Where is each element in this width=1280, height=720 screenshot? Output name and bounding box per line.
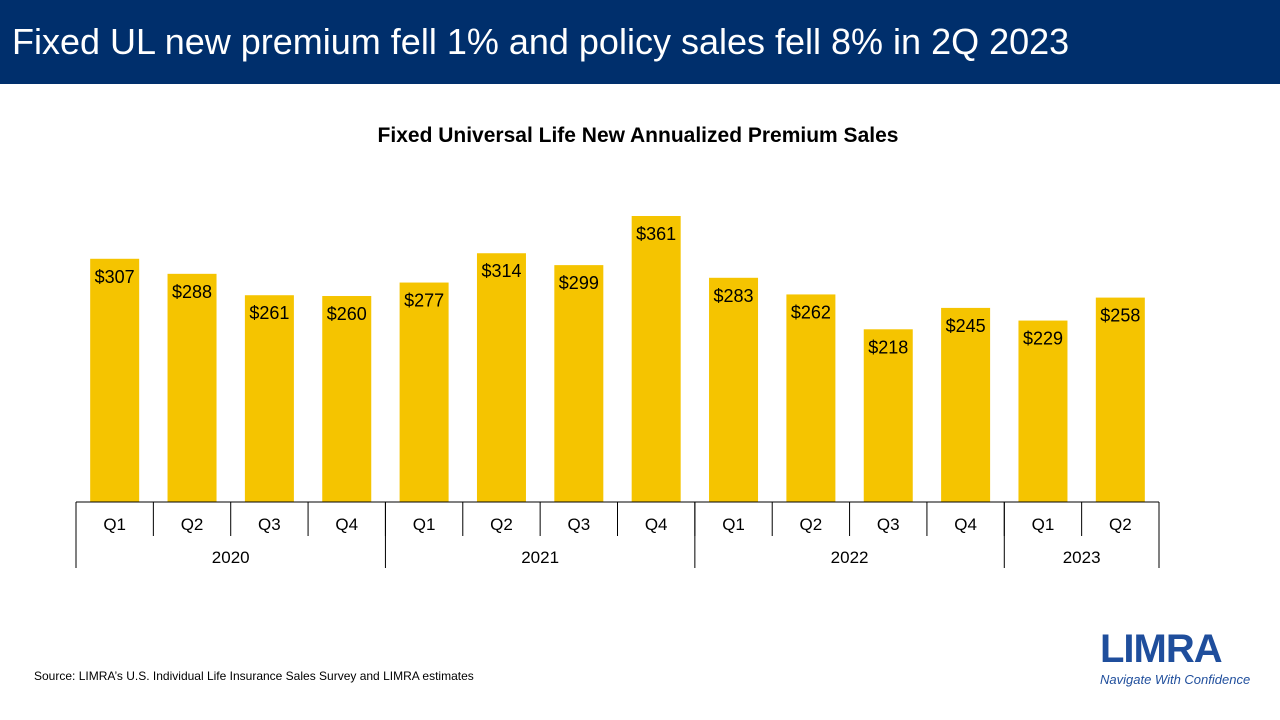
- bar: [244, 295, 294, 502]
- data-label: $258: [1100, 306, 1140, 326]
- bar: [631, 216, 681, 502]
- quarter-tick-label: Q2: [490, 515, 513, 534]
- quarter-tick-label: Q3: [567, 515, 590, 534]
- data-label: $361: [636, 224, 676, 244]
- quarter-tick-label: Q1: [413, 515, 436, 534]
- data-label: $245: [946, 316, 986, 336]
- bar: [709, 277, 759, 502]
- data-label: $288: [172, 282, 212, 302]
- quarter-tick-label: Q2: [181, 515, 204, 534]
- quarter-tick-label: Q4: [645, 515, 668, 534]
- bar: [90, 258, 140, 502]
- data-label: $229: [1023, 329, 1063, 349]
- bar: [167, 273, 217, 502]
- data-label: $314: [481, 261, 521, 281]
- quarter-tick-label: Q3: [258, 515, 281, 534]
- bar: [1018, 320, 1068, 502]
- bar: [863, 329, 913, 502]
- limra-logo: LIMRA Navigate With Confidence: [1096, 627, 1250, 690]
- source-note: Source: LIMRA’s U.S. Individual Life Ins…: [34, 669, 474, 683]
- bar: [399, 282, 449, 502]
- year-label: 2022: [831, 548, 869, 567]
- quarter-tick-label: Q1: [103, 515, 126, 534]
- data-label: $262: [791, 302, 831, 322]
- logo-tagline: Navigate With Confidence: [1100, 672, 1251, 687]
- data-label: $299: [559, 273, 599, 293]
- year-label: 2023: [1063, 548, 1101, 567]
- year-label: 2020: [212, 548, 250, 567]
- bar: [1095, 297, 1145, 502]
- header-bar: Fixed UL new premium fell 1% and policy …: [0, 0, 1280, 84]
- data-label: $277: [404, 291, 444, 311]
- quarter-tick-label: Q1: [1032, 515, 1055, 534]
- chart-title: Fixed Universal Life New Annualized Prem…: [377, 124, 899, 147]
- quarter-tick-label: Q1: [722, 515, 745, 534]
- quarter-tick-label: Q2: [1109, 515, 1132, 534]
- bar: [554, 265, 604, 502]
- data-label: $218: [868, 337, 908, 357]
- bar: [322, 296, 372, 502]
- slide-title: Fixed UL new premium fell 1% and policy …: [12, 21, 1070, 62]
- quarter-tick-label: Q3: [877, 515, 900, 534]
- quarter-tick-label: Q4: [335, 515, 358, 534]
- data-label: $261: [249, 303, 289, 323]
- quarter-tick-label: Q2: [800, 515, 823, 534]
- bar: [941, 307, 991, 502]
- data-label: $260: [327, 304, 367, 324]
- year-label: 2021: [521, 548, 559, 567]
- quarter-tick-label: Q4: [954, 515, 977, 534]
- data-label: $307: [95, 267, 135, 287]
- logo-wordmark: LIMRA: [1100, 627, 1223, 671]
- data-label: $283: [714, 286, 754, 306]
- bar: [476, 253, 526, 502]
- bar: [786, 294, 836, 502]
